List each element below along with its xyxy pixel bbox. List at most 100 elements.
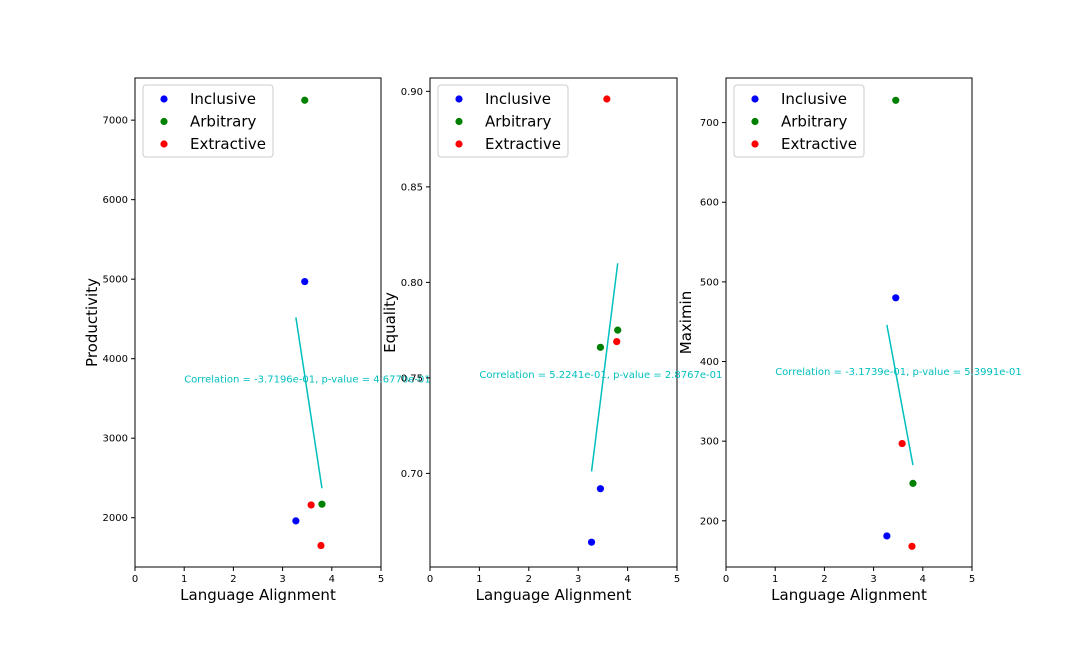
y-tick-label: 6000 xyxy=(103,195,128,206)
x-tick-label: 2 xyxy=(230,574,236,585)
axes-frame xyxy=(134,77,382,568)
data-point-inclusive xyxy=(883,532,891,540)
legend-label: Inclusive xyxy=(190,90,256,108)
legend-marker xyxy=(455,95,463,103)
regression-line xyxy=(590,263,619,472)
x-tick-label: 0 xyxy=(723,574,729,585)
legend-marker xyxy=(751,117,759,126)
legend-entry-inclusive: Inclusive xyxy=(455,90,551,108)
data-point-inclusive xyxy=(892,294,900,302)
legend-marker xyxy=(751,140,759,148)
x-axis-label: Language Alignment xyxy=(476,586,632,604)
data-point-arbitrary xyxy=(318,500,326,508)
legend: Inclusive Arbitrary Extractive xyxy=(733,84,865,158)
x-tick-label: 5 xyxy=(674,574,680,585)
y-axis-label: Equality xyxy=(381,292,399,353)
legend-entry-extractive: Extractive xyxy=(160,135,266,153)
axes-frame xyxy=(725,77,973,568)
legend-label: Inclusive xyxy=(485,90,551,108)
y-tick-label: 0.80 xyxy=(401,278,423,289)
subplot-1: 0 1 2 3 4 5 2000 3000 4000 5000 6000 7000 Language A… xyxy=(83,77,431,604)
x-tick-label: 1 xyxy=(772,574,778,585)
legend-marker xyxy=(751,95,759,103)
x-tick-label: 4 xyxy=(920,574,926,585)
legend-label: Arbitrary xyxy=(485,113,552,131)
legend-marker xyxy=(455,117,463,126)
legend-entry-extractive: Extractive xyxy=(751,135,857,153)
data-point-arbitrary xyxy=(909,479,917,487)
legend-marker xyxy=(160,140,168,148)
x-tick-label: 5 xyxy=(969,574,975,585)
subplot-2: 0 1 2 3 4 5 0.70 0.75 0.80 0.85 0.90 Language Align… xyxy=(381,77,722,604)
y-tick-label: 200 xyxy=(700,516,719,527)
x-tick-label: 4 xyxy=(329,574,335,585)
legend-box xyxy=(733,84,865,158)
y-tick-label: 7000 xyxy=(103,116,128,127)
legend-label: Extractive xyxy=(485,135,561,153)
data-point-inclusive xyxy=(587,538,596,546)
y-tick-label: 500 xyxy=(700,277,719,288)
data-point-inclusive xyxy=(596,485,605,493)
data-point-extractive xyxy=(603,95,611,103)
legend-entry-inclusive: Inclusive xyxy=(160,90,256,108)
legend: Inclusive Arbitrary Extractive xyxy=(437,84,569,158)
y-tick-label: 600 xyxy=(700,198,719,209)
data-point-inclusive xyxy=(292,517,300,525)
axes-frame xyxy=(429,77,678,568)
legend-box xyxy=(437,84,569,158)
x-tick-label: 5 xyxy=(378,574,384,585)
data-point-extractive xyxy=(307,501,315,509)
data-point-extractive xyxy=(613,338,621,346)
y-tick-label: 300 xyxy=(700,437,719,448)
y-axis-label: Productivity xyxy=(83,278,101,367)
data-point-extractive xyxy=(908,542,916,550)
y-tick-label: 0.85 xyxy=(401,182,423,193)
x-tick-label: 1 xyxy=(476,574,482,585)
legend-entry-arbitrary: Arbitrary xyxy=(160,113,257,131)
legend-marker xyxy=(160,117,168,126)
regression-line xyxy=(295,317,323,489)
data-point-extractive xyxy=(898,439,906,448)
legend-label: Arbitrary xyxy=(781,113,848,131)
legend: Inclusive Arbitrary Extractive xyxy=(142,84,274,158)
legend-label: Extractive xyxy=(781,135,857,153)
x-tick-label: 4 xyxy=(624,574,630,585)
y-tick-label: 2000 xyxy=(103,513,128,524)
data-point-arbitrary xyxy=(614,326,622,334)
y-tick-label: 400 xyxy=(700,357,719,368)
legend-entry-inclusive: Inclusive xyxy=(751,90,847,108)
data-point-extractive xyxy=(317,541,325,550)
data-point-inclusive xyxy=(301,277,309,286)
data-point-arbitrary xyxy=(596,343,605,351)
x-tick-label: 3 xyxy=(575,574,581,585)
x-tick-label: 2 xyxy=(821,574,827,585)
legend-marker xyxy=(160,95,168,103)
legend-label: Inclusive xyxy=(781,90,847,108)
legend-entry-arbitrary: Arbitrary xyxy=(751,113,848,131)
y-tick-label: 0.90 xyxy=(401,87,423,98)
legend-label: Extractive xyxy=(190,135,266,153)
y-tick-label: 0.75 xyxy=(401,373,423,384)
legend-entry-extractive: Extractive xyxy=(455,135,561,153)
legend-marker xyxy=(455,140,463,148)
x-tick-label: 2 xyxy=(526,574,532,585)
x-tick-label: 1 xyxy=(181,574,187,585)
correlation-annotation: Correlation = -3.7196e-01, p-value = 4.6… xyxy=(184,375,431,386)
y-tick-label: 3000 xyxy=(103,434,128,445)
data-point-arbitrary xyxy=(301,96,309,104)
regression-line xyxy=(886,324,914,466)
legend-label: Arbitrary xyxy=(190,113,257,131)
correlation-annotation: Correlation = 5.2241e-01, p-value = 2.87… xyxy=(479,370,722,381)
x-axis-label: Language Alignment xyxy=(180,586,336,604)
x-tick-label: 3 xyxy=(279,574,285,585)
y-tick-label: 700 xyxy=(700,118,719,129)
legend-entry-arbitrary: Arbitrary xyxy=(455,113,552,131)
y-tick-label: 4000 xyxy=(103,354,128,365)
legend-box xyxy=(142,84,274,158)
y-tick-label: 0.70 xyxy=(401,469,423,480)
y-axis-label: Maximin xyxy=(677,291,695,354)
correlation-annotation: Correlation = -3.1739e-01, p-value = 5.3… xyxy=(775,367,1022,378)
x-axis-label: Language Alignment xyxy=(771,586,927,604)
data-point-arbitrary xyxy=(892,96,900,104)
